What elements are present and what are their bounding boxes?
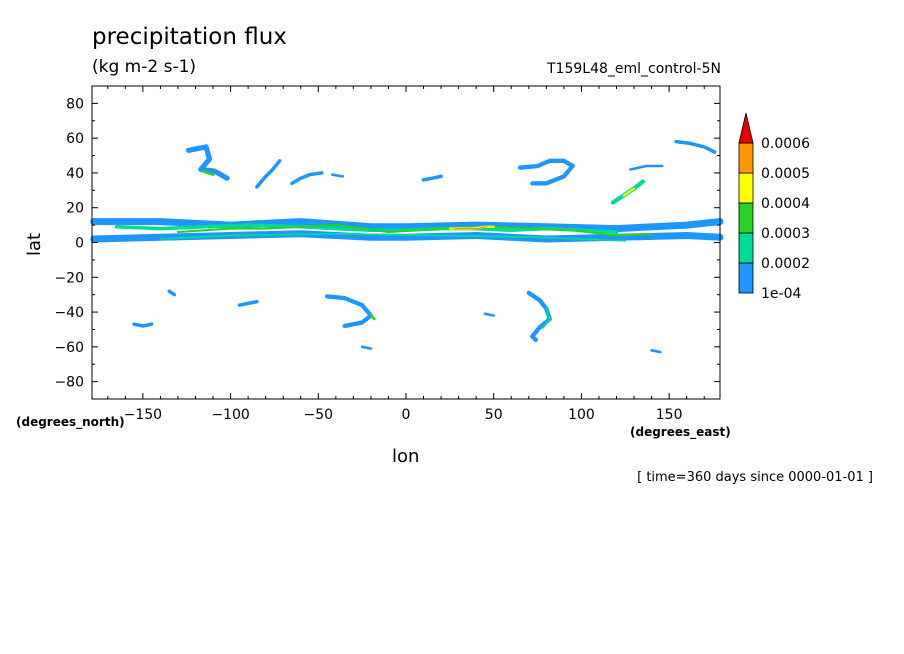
colorbar-label-0: 1e-04 [761, 286, 801, 302]
axis-ticks: −150 −100 −50 0 50 100 150 80 60 40 20 0 −20 −40 −60 −8… [54, 86, 720, 423]
precip-feature-0 [90, 218, 724, 233]
precip-feature-13 [517, 158, 575, 186]
precip-feature-5 [454, 226, 488, 230]
colorbar-swatch-3 [738, 172, 754, 204]
colorbar-swatch-1 [738, 232, 754, 264]
precip-feature-9 [255, 159, 282, 189]
precip-feature-3 [176, 224, 653, 237]
colorbar-label-1: 0.0002 [761, 256, 810, 272]
precip-feature-21 [132, 322, 154, 328]
precip-feature-19 [369, 314, 376, 321]
precip-feature-25 [360, 345, 373, 350]
x-axis-label: lon [392, 446, 420, 467]
y-tick-label-1: 60 [66, 131, 84, 147]
x-tick-label-6: 150 [656, 407, 683, 423]
precip-feature-16 [629, 164, 664, 171]
y-tick-label-8: −80 [54, 375, 84, 391]
colorbar-label-3: 0.0004 [761, 196, 810, 212]
precip-feature-20 [237, 299, 259, 307]
precip-feature-8 [201, 169, 215, 176]
precip-feature-11 [330, 173, 345, 178]
plot-frame [91, 85, 721, 400]
chart-title: precipitation flux [92, 24, 287, 50]
precip-feature-22 [167, 289, 177, 297]
precip-feature-27 [483, 312, 496, 317]
precip-feature-24 [541, 307, 551, 329]
precip-feature-17 [674, 139, 717, 154]
y-tick-label-3: 20 [66, 201, 84, 217]
colorbar-label-5: 0.0006 [761, 136, 810, 152]
colorbar-swatch-4 [738, 142, 754, 174]
precip-feature-10 [290, 171, 324, 186]
y-tick-label-6: −40 [54, 305, 84, 321]
precip-feature-6 [159, 232, 627, 242]
x-tick-label-0: −150 [124, 407, 162, 423]
precip-feature-26 [650, 348, 662, 354]
x-tick-label-3: 0 [402, 407, 411, 423]
y-unit-label: (degrees_north) [16, 415, 125, 429]
colorbar-max-triangle [738, 112, 754, 144]
x-tick-label-5: 100 [568, 407, 595, 423]
precip-feature-18 [324, 294, 374, 329]
precip-feature-23 [526, 290, 552, 343]
colorbar-swatch-2 [738, 202, 754, 234]
colorbar: 1e-04 0.0002 0.0003 0.0004 0.0005 0.0006 [738, 112, 810, 302]
y-tick-label-5: −20 [54, 270, 84, 286]
precipitation-field [90, 139, 724, 354]
colorbar-swatch-0 [738, 262, 754, 294]
units-label: (kg m-2 s-1) [92, 57, 197, 77]
y-axis-label: lat [24, 232, 45, 256]
x-tick-label-4: 50 [485, 407, 503, 423]
y-tick-label-4: 0 [75, 236, 84, 252]
precip-feature-7 [185, 144, 230, 181]
colorbar-label-2: 0.0003 [761, 226, 810, 242]
x-tick-label-2: −50 [304, 407, 334, 423]
precip-feature-15 [622, 187, 636, 197]
time-label: [ time=360 days since 0000-01-01 ] [637, 470, 873, 485]
run-label: T159L48_eml_control-5N [547, 61, 721, 77]
precip-feature-12 [421, 174, 443, 182]
x-tick-label-1: −100 [211, 407, 249, 423]
x-unit-label: (degrees_east) [630, 425, 731, 439]
y-tick-label-0: 80 [66, 96, 84, 112]
y-tick-label-7: −60 [54, 340, 84, 356]
y-tick-label-2: 40 [66, 166, 84, 182]
colorbar-label-4: 0.0005 [761, 166, 810, 182]
